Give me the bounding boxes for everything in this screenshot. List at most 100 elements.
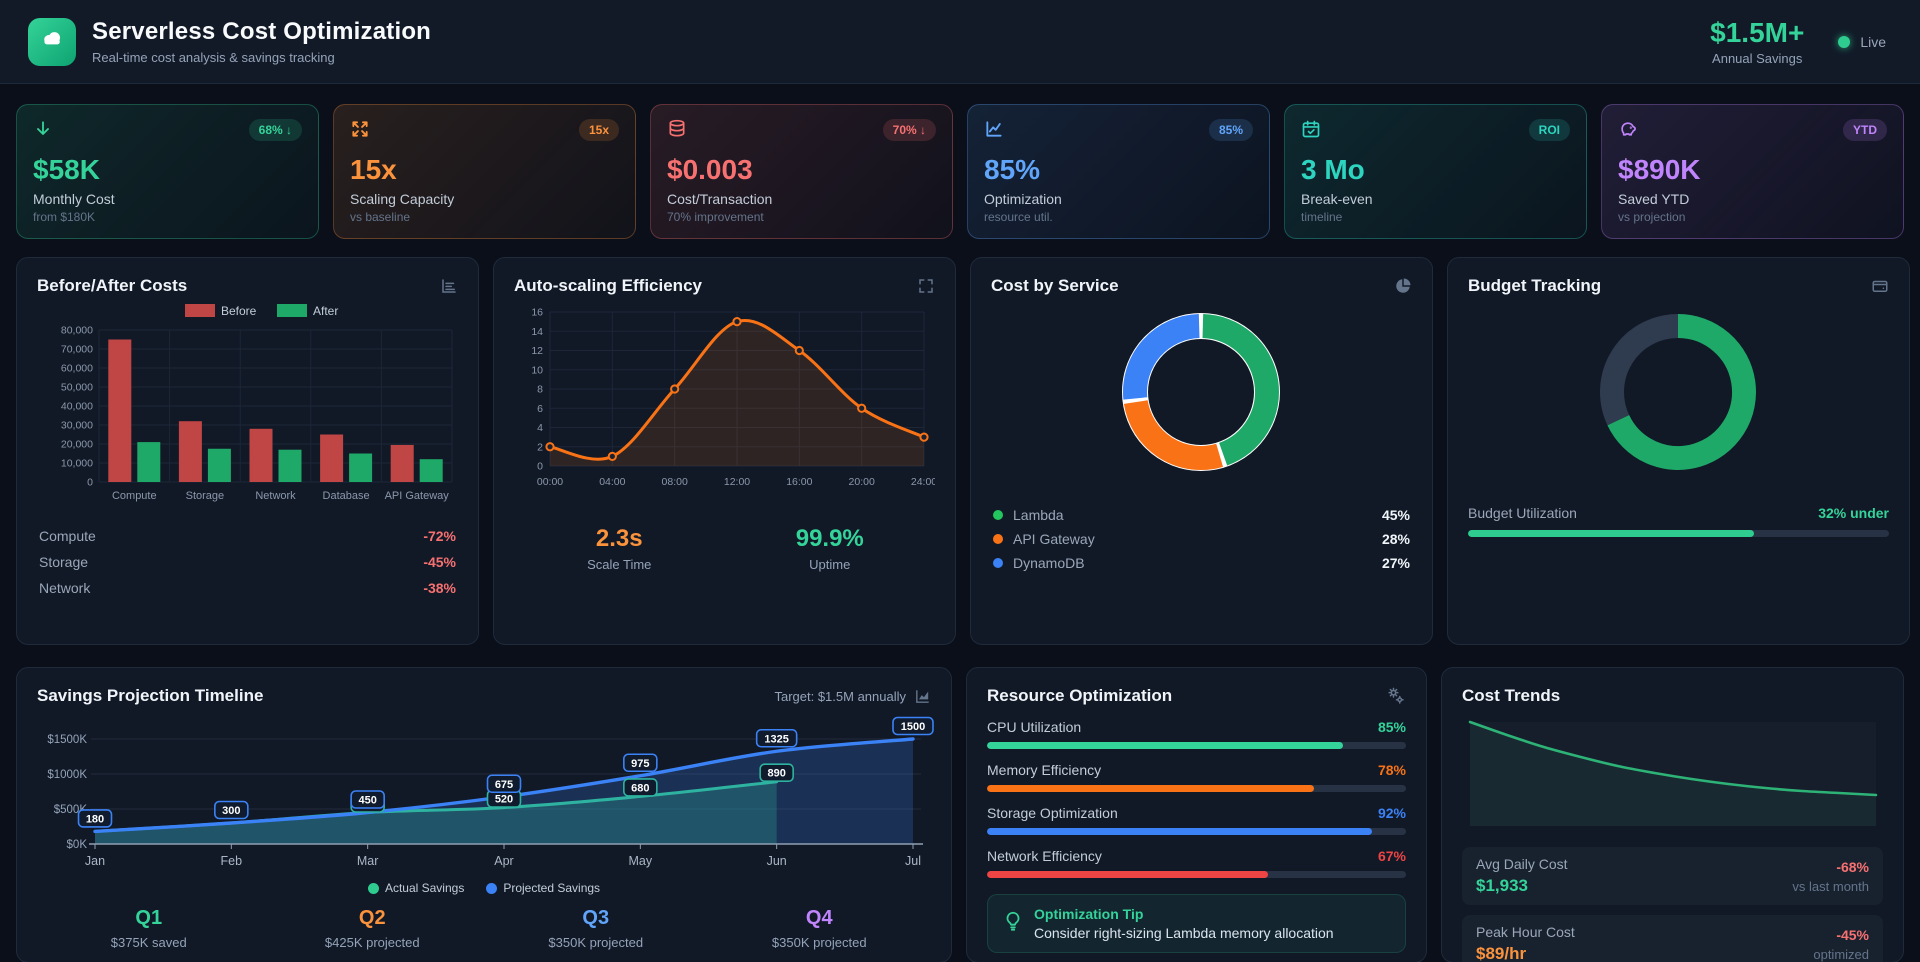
resource-bar-network: Network Efficiency 67%	[987, 848, 1406, 878]
kpi-card-monthly-cost: 68% ↓ $58K Monthly Cost from $180K	[16, 104, 319, 239]
kpi-sub: 70% improvement	[667, 210, 764, 224]
svg-text:$1000K: $1000K	[47, 769, 87, 781]
panel-cost-by-service: Cost by Service Lambda 45% API Gateway 2…	[970, 257, 1433, 645]
kpi-value: $0.003	[667, 154, 753, 185]
panel-title: Cost Trends	[1462, 686, 1561, 705]
kpi-value: 85%	[984, 154, 1041, 185]
live-label: Live	[1860, 33, 1886, 50]
uptime-stat: 99.9% Uptime	[795, 525, 864, 572]
panel-budget-tracking: Budget Tracking Budget Utilization 32% u…	[1447, 257, 1910, 645]
svg-text:300: 300	[222, 805, 240, 817]
quarter-summary-row: Q1 $375K saved Q2 $425K projected Q3 $35…	[37, 907, 931, 950]
panel-title: Budget Tracking	[1468, 276, 1602, 295]
panel-savings-projection: Savings Projection Timeline Target: $1.5…	[16, 667, 952, 962]
legend-item-projected[interactable]: Projected Savings	[486, 881, 600, 895]
legend-dot	[367, 882, 379, 894]
svg-text:May: May	[629, 854, 653, 868]
fullscreen-icon	[917, 277, 935, 295]
kpi-badge: ROI	[1528, 119, 1570, 141]
svg-text:975: 975	[631, 758, 649, 770]
svg-text:04:00: 04:00	[599, 476, 625, 488]
budget-progress-fill	[1468, 530, 1755, 537]
panel-title: Before/After Costs	[37, 276, 188, 295]
kpi-label: Saved YTD	[1618, 191, 1690, 207]
svg-text:Storage: Storage	[186, 490, 225, 502]
progress-fill	[987, 785, 1314, 792]
svg-text:675: 675	[495, 779, 513, 791]
budget-utilization-label: Budget Utilization	[1468, 505, 1577, 521]
svg-text:10,000: 10,000	[61, 458, 93, 470]
resource-bar-cpu: CPU Utilization 85%	[987, 719, 1406, 749]
avg-daily-cost-row: Avg Daily Cost $1,933 -68% vs last month	[1462, 847, 1883, 905]
kpi-card-saved-ytd: YTD $890K Saved YTD vs projection	[1601, 104, 1904, 239]
progress-fill	[987, 871, 1268, 878]
progress-fill	[987, 828, 1373, 835]
reduction-row: Network -38%	[39, 580, 456, 596]
kpi-sub: vs baseline	[350, 210, 411, 224]
reduction-list: Compute -72% Storage -45% Network -38%	[37, 523, 458, 601]
chart-line-icon	[984, 119, 1004, 144]
expand-arrows-icon	[350, 119, 370, 144]
lightbulb-icon	[1002, 910, 1024, 937]
resource-bar-storage: Storage Optimization 92%	[987, 805, 1406, 835]
kpi-card-optimization: 85% 85% Optimization resource util.	[967, 104, 1270, 239]
svg-text:890: 890	[767, 768, 785, 780]
live-dot-icon	[1838, 35, 1851, 48]
kpi-sub: vs projection	[1618, 210, 1686, 224]
budget-donut	[1600, 314, 1756, 470]
bar-chart-icon	[440, 277, 458, 295]
quarter-q2: Q2 $425K projected	[324, 907, 420, 950]
target-annotation: Target: $1.5M annually	[774, 688, 906, 704]
svg-text:10: 10	[531, 364, 543, 376]
legend-dot	[993, 510, 1003, 520]
autoscaling-line-chart: 0 2 4 6 8 10 12 14 16 00:00 04:00 08:00 12:00 16:00 20…	[531, 307, 937, 489]
svg-text:0: 0	[87, 477, 93, 489]
kpi-value: 3 Mo	[1301, 154, 1365, 185]
svg-text:50,000: 50,000	[61, 382, 93, 394]
annual-savings-label: Annual Savings	[1712, 51, 1803, 66]
service-legend: Lambda 45% API Gateway 28% DynamoDB 27%	[991, 503, 1412, 575]
kpi-sub: from $180K	[33, 210, 96, 224]
kpi-sub: resource util.	[984, 210, 1053, 224]
kpi-badge: 85%	[1208, 119, 1253, 141]
panel-resource-optimization: Resource Optimization CPU Utilization 85…	[966, 667, 1427, 962]
savings-legend: Actual Savings Projected Savings	[37, 881, 931, 895]
bottom-panel-row: Savings Projection Timeline Target: $1.5…	[16, 667, 1904, 962]
svg-text:8: 8	[537, 384, 543, 396]
svg-text:Before: Before	[221, 304, 257, 318]
svg-text:16:00: 16:00	[786, 476, 812, 488]
svg-text:Apr: Apr	[494, 854, 513, 868]
app-logo	[28, 17, 76, 66]
svg-text:Jul: Jul	[905, 854, 921, 868]
svg-text:After: After	[313, 304, 338, 318]
svg-text:API Gateway: API Gateway	[385, 490, 450, 502]
reduction-row: Storage -45%	[39, 554, 456, 570]
kpi-badge: 68% ↓	[248, 119, 302, 141]
legend-item-actual[interactable]: Actual Savings	[367, 881, 464, 895]
legend-row-api-gateway: API Gateway 28%	[991, 527, 1412, 551]
panel-title: Savings Projection Timeline	[37, 686, 264, 705]
kpi-badge: 15x	[578, 119, 619, 141]
cost-trends-line-chart	[1468, 720, 1878, 826]
optimization-tip: Optimization Tip Consider right-sizing L…	[987, 894, 1406, 953]
svg-text:60,000: 60,000	[61, 363, 93, 375]
svg-text:Mar: Mar	[357, 854, 379, 868]
kpi-badge: YTD	[1843, 119, 1887, 141]
tip-title: Optimization Tip	[1034, 906, 1144, 922]
panel-autoscaling-efficiency: Auto-scaling Efficiency 0 2 4 6 8 10 12 14 16 00:…	[493, 257, 956, 645]
middle-panel-row: Before/After Costs Before After 0 10,000 20,…	[16, 257, 1910, 645]
svg-text:80,000: 80,000	[61, 325, 93, 337]
annual-savings-value: $1.5M+	[1710, 17, 1805, 48]
svg-text:20,000: 20,000	[61, 439, 93, 451]
kpi-sub: timeline	[1301, 210, 1343, 224]
quarter-q4: Q4 $350K projected	[771, 907, 867, 950]
kpi-label: Monthly Cost	[33, 191, 115, 207]
svg-text:Database: Database	[323, 490, 370, 502]
reduction-row: Compute -72%	[39, 528, 456, 544]
cloud-icon	[39, 26, 65, 57]
svg-text:1500: 1500	[901, 721, 925, 733]
legend-dot	[993, 534, 1003, 544]
svg-text:12:00: 12:00	[724, 476, 750, 488]
svg-text:$1500K: $1500K	[47, 734, 87, 746]
